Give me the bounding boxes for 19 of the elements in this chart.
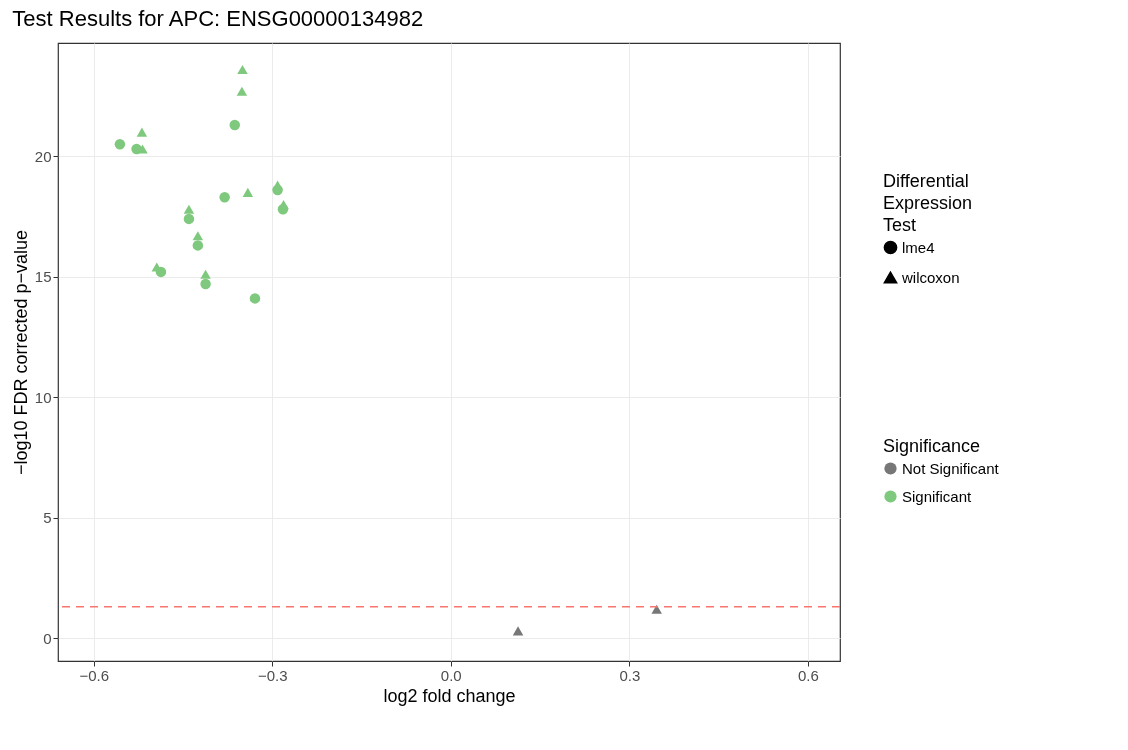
x-tick-label: −0.6 [79, 666, 110, 684]
text: wilcoxon [901, 268, 960, 286]
x-tick-label: 0.3 [619, 666, 641, 684]
y-axis-title: −log10 FDR corrected p−value [10, 229, 31, 476]
legend-title: Differential Expression Test [883, 171, 973, 235]
legend-label: Significant [902, 487, 973, 505]
y-tick-label: 5 [43, 509, 52, 527]
y-tick-label: 10 [34, 388, 52, 406]
text: Significance [883, 436, 981, 456]
chart-title: Test Results for APC: ENSG00000134982 [12, 6, 424, 31]
legend-label: Not Significant [902, 459, 1000, 477]
x-axis-title: log2 fold change [383, 685, 516, 706]
text: lme4 [902, 238, 935, 256]
x-tick-label: 0.0 [440, 666, 462, 684]
y-tick-label: 15 [34, 268, 52, 286]
y-tick-label: 0 [43, 629, 52, 647]
y-tick-label: 20 [34, 147, 52, 165]
x-tick-label: −0.3 [257, 666, 288, 684]
x-tick-label: 0.6 [797, 666, 819, 684]
